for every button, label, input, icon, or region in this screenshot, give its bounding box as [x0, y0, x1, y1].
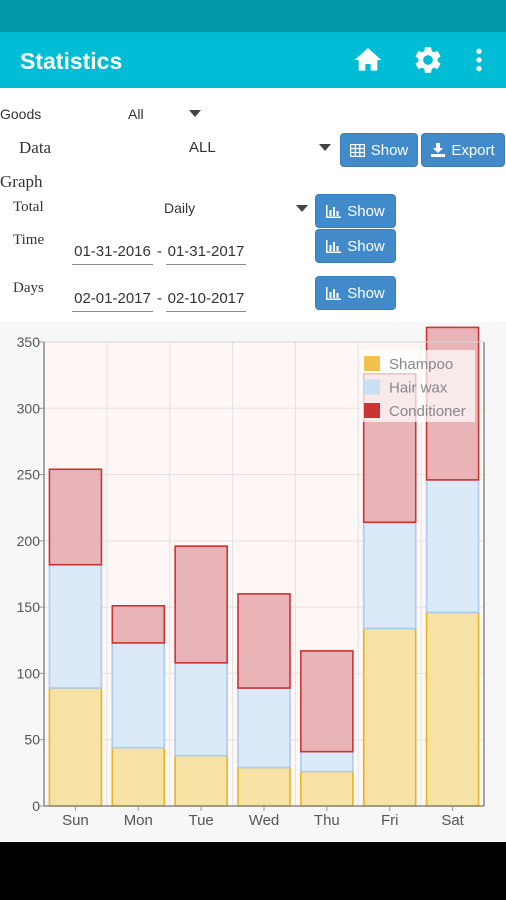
home-icon[interactable] — [351, 44, 385, 76]
legend-swatch — [364, 356, 380, 371]
x-tick-label: Wed — [249, 812, 280, 829]
total-select-value[interactable]: Daily — [164, 200, 196, 216]
legend-label: Hair wax — [389, 380, 448, 397]
total-show-label: Show — [347, 202, 385, 220]
total-dropdown-arrow-icon[interactable] — [296, 205, 308, 212]
bar-segment-hair-wax — [300, 750, 354, 773]
time-label: Time — [13, 232, 45, 248]
app-title: Statistics — [20, 48, 123, 74]
days-label: Days — [13, 280, 44, 296]
legend-swatch — [364, 379, 380, 395]
table-icon — [349, 143, 365, 157]
y-tick-label: 50 — [24, 732, 40, 748]
days-show-button[interactable]: Show — [315, 276, 396, 310]
bar-segment-shampoo — [237, 766, 291, 807]
y-tick-label: 150 — [17, 599, 41, 615]
y-tick-label: 250 — [17, 467, 41, 483]
y-tick-label: 100 — [17, 665, 41, 681]
bar-segment-shampoo — [174, 754, 228, 807]
y-tick-label: 200 — [17, 533, 41, 549]
x-tick-label: Sat — [441, 812, 464, 829]
y-tick-label: 300 — [17, 400, 41, 416]
x-tick-label: Sun — [62, 812, 89, 829]
bar-segment-hair-wax — [174, 662, 228, 757]
bar-segment-shampoo — [425, 611, 480, 807]
navigation-bar — [0, 842, 506, 900]
bar-segment-shampoo — [362, 627, 417, 807]
legend-swatch — [364, 403, 380, 418]
days-to-field[interactable]: 02-10-2017 — [166, 290, 246, 312]
goods-select-value[interactable]: All — [128, 106, 144, 122]
total-show-button[interactable]: Show — [315, 194, 396, 228]
x-tick-label: Thu — [314, 812, 340, 829]
goods-label: Goods — [0, 106, 42, 122]
total-label: Total — [13, 199, 44, 215]
stacked-bar-chart: 0 50 100 150 200 250 300 350 Sun Mon Tue Wed Thu Fri S… — [0, 322, 506, 847]
y-tick-label: 350 — [17, 334, 41, 350]
bar-segment-hair-wax — [237, 687, 291, 769]
goods-dropdown-arrow-icon[interactable] — [189, 110, 201, 117]
bar-segment-conditioner — [300, 650, 354, 753]
days-from-field[interactable]: 02-01-2017 — [72, 290, 153, 312]
bar-segment-hair-wax — [425, 479, 480, 614]
legend-label: Shampoo — [389, 356, 453, 373]
legend-label: Conditioner — [389, 403, 466, 420]
bar-segment-conditioner — [111, 605, 166, 644]
app-bar: Statistics — [0, 32, 506, 88]
download-icon — [431, 143, 446, 157]
y-tick-label: 0 — [32, 798, 40, 814]
data-show-button[interactable]: Show — [340, 133, 418, 167]
data-label: Data — [19, 138, 52, 157]
data-show-label: Show — [370, 141, 409, 159]
export-label: Export — [451, 141, 495, 159]
bar-chart-icon — [326, 239, 342, 253]
x-tick-label: Tue — [188, 812, 213, 829]
days-date-separator: - — [157, 290, 162, 307]
bar-segment-hair-wax — [362, 521, 417, 630]
time-to-field[interactable]: 01-31-2017 — [166, 243, 246, 265]
status-bar — [0, 0, 506, 32]
bar-segment-conditioner — [174, 545, 228, 664]
time-from-field[interactable]: 01-31-2016 — [72, 243, 153, 265]
bar-segment-hair-wax — [48, 563, 103, 689]
bar-segment-conditioner — [237, 593, 291, 689]
bar-chart-icon — [326, 204, 342, 218]
more-vert-icon[interactable] — [462, 44, 496, 76]
gear-icon[interactable] — [411, 44, 445, 76]
x-tick-label: Mon — [124, 812, 153, 829]
bar-segment-shampoo — [300, 770, 354, 807]
chart-svg: 0 50 100 150 200 250 300 350 Sun Mon Tue Wed Thu Fri S… — [17, 326, 485, 829]
data-dropdown-arrow-icon[interactable] — [319, 144, 331, 151]
graph-label: Graph — [0, 172, 43, 191]
time-date-separator: - — [157, 243, 162, 260]
data-select-value[interactable]: ALL — [189, 139, 216, 156]
bar-segment-conditioner — [48, 468, 103, 566]
bar-segment-shampoo — [111, 746, 166, 807]
bar-segment-shampoo — [48, 687, 103, 807]
days-show-label: Show — [347, 284, 385, 302]
time-show-button[interactable]: Show — [315, 229, 396, 263]
x-tick-label: Fri — [381, 812, 399, 829]
export-button[interactable]: Export — [421, 133, 505, 167]
bar-segment-hair-wax — [111, 642, 166, 749]
chart-panel: 0 50 100 150 200 250 300 350 Sun Mon Tue Wed Thu Fri S… — [0, 322, 506, 842]
time-show-label: Show — [347, 237, 385, 255]
bar-chart-icon — [326, 286, 342, 300]
